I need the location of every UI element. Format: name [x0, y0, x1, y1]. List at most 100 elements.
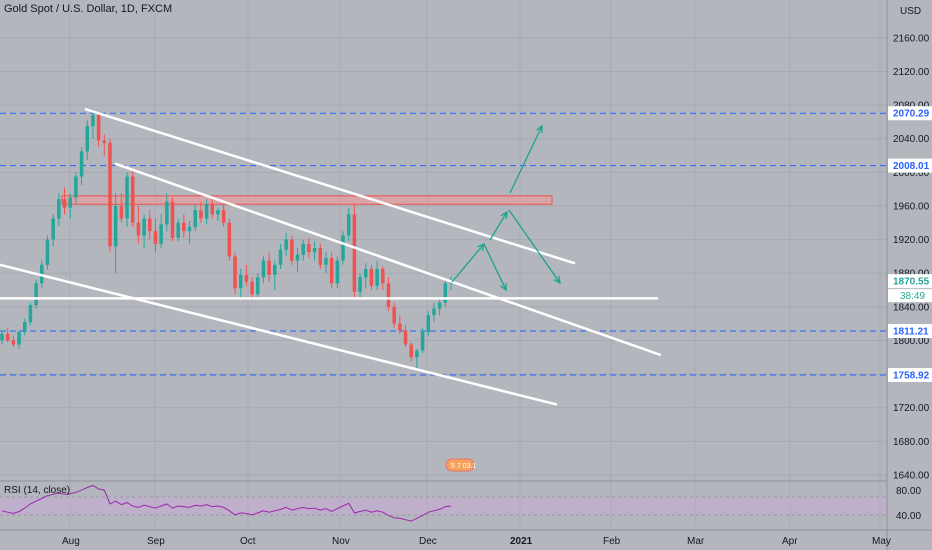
level-badge-label: 2008.01	[893, 161, 930, 172]
level-badge	[888, 367, 932, 382]
candle-body	[136, 222, 141, 236]
y-tick-label: 2000.00	[893, 168, 930, 179]
candle-body	[68, 197, 72, 208]
candle-body	[17, 332, 21, 345]
candle-body	[363, 269, 368, 278]
candle-body	[176, 222, 180, 238]
x-tick-label: Dec	[419, 536, 437, 547]
x-tick-label: Nov	[332, 536, 350, 547]
candle-body	[415, 350, 419, 358]
y-tick-label: 2120.00	[893, 67, 930, 78]
candle-body	[403, 330, 408, 345]
channel-lower-line	[0, 263, 558, 406]
x-tick-label: Apr	[782, 536, 798, 547]
candle-body	[375, 269, 379, 286]
y-tick-label: 2160.00	[893, 33, 930, 44]
candle-body	[182, 222, 186, 232]
candle-body	[437, 302, 442, 309]
candle-body	[398, 323, 402, 331]
projection-arrowhead	[536, 124, 543, 134]
countdown-label: 38:49	[900, 291, 925, 302]
candle-body	[165, 201, 169, 225]
event-icon	[445, 458, 475, 472]
event-icon-label: 5 7 03.1	[451, 463, 476, 470]
candle-body	[250, 281, 254, 295]
rsi-line	[1, 484, 452, 522]
candle-body	[267, 260, 271, 275]
candle-body	[409, 344, 413, 358]
candle-body	[96, 115, 101, 141]
currency-label[interactable]: USD	[900, 6, 922, 17]
candle-body	[312, 247, 317, 253]
candle-body	[142, 218, 146, 236]
y-tick-label: 2040.00	[893, 134, 930, 145]
projection-arrow-1	[451, 243, 485, 283]
y-tick-label: 1920.00	[893, 235, 930, 246]
candle-body	[295, 254, 300, 261]
candle-body	[102, 140, 107, 143]
candle-body	[341, 235, 345, 261]
rsi-tick-label: 40.00	[896, 511, 921, 522]
projection-arrow-3	[489, 211, 508, 241]
last-price-label: 1870.55	[893, 277, 930, 288]
candle-body	[45, 239, 50, 265]
candle-body	[5, 333, 10, 341]
candle-body	[79, 151, 84, 177]
candle-body	[51, 218, 55, 240]
candle-body	[85, 126, 90, 152]
level-badge	[888, 106, 932, 121]
candle-body	[159, 224, 163, 244]
candle-body	[125, 176, 129, 219]
x-tick-label: 2021	[510, 536, 533, 547]
candle-body	[130, 176, 135, 223]
candle-body	[227, 222, 232, 257]
candle-body	[204, 204, 209, 219]
candle-body	[28, 305, 33, 322]
candle-body	[301, 243, 305, 255]
candle-body	[170, 201, 175, 238]
candle-body	[187, 226, 192, 232]
y-tick-label: 1720.00	[893, 403, 930, 414]
candle-body	[426, 315, 431, 333]
candle-body	[432, 308, 436, 316]
x-tick-label: Feb	[603, 536, 621, 547]
candle-body	[329, 258, 334, 284]
level-badge-label: 1811.21	[893, 327, 929, 338]
y-tick-label: 1840.00	[893, 302, 930, 313]
candle-body	[34, 283, 38, 306]
candle-body	[335, 260, 340, 284]
candle-body	[278, 249, 283, 265]
candle-body	[216, 210, 220, 215]
candle-body	[221, 210, 226, 223]
candle-body	[210, 204, 215, 215]
candle-body	[153, 231, 158, 244]
candle-body	[307, 243, 311, 253]
projection-arrowhead	[500, 282, 507, 292]
projection-arrowhead	[553, 275, 561, 285]
candle-body	[119, 205, 124, 219]
candle-body	[113, 205, 118, 247]
channel-upper-line	[84, 108, 576, 265]
candle-body	[284, 239, 288, 250]
x-tick-label: Sep	[147, 536, 165, 547]
rsi-band	[0, 497, 887, 515]
resistance-zone	[61, 195, 553, 205]
candle-body	[420, 332, 425, 351]
level-badge	[888, 158, 932, 173]
candle-body	[255, 277, 260, 295]
rsi-title: RSI (14, close)	[4, 485, 71, 496]
countdown-badge	[888, 289, 932, 303]
symbol-title: Gold Spot / U.S. Dollar, 1D, FXCM	[4, 3, 173, 15]
rsi-tick-label: 80.00	[896, 486, 921, 497]
level-badge	[888, 324, 932, 339]
y-tick-label: 2080.00	[893, 101, 930, 112]
candle-body	[318, 247, 323, 265]
candle-body	[0, 333, 4, 341]
candle-body	[324, 258, 328, 265]
candle-body	[244, 274, 249, 282]
projection-arrow-5	[509, 125, 543, 194]
level-badge-label: 1758.92	[893, 370, 930, 381]
channel-mid-line	[114, 162, 662, 356]
